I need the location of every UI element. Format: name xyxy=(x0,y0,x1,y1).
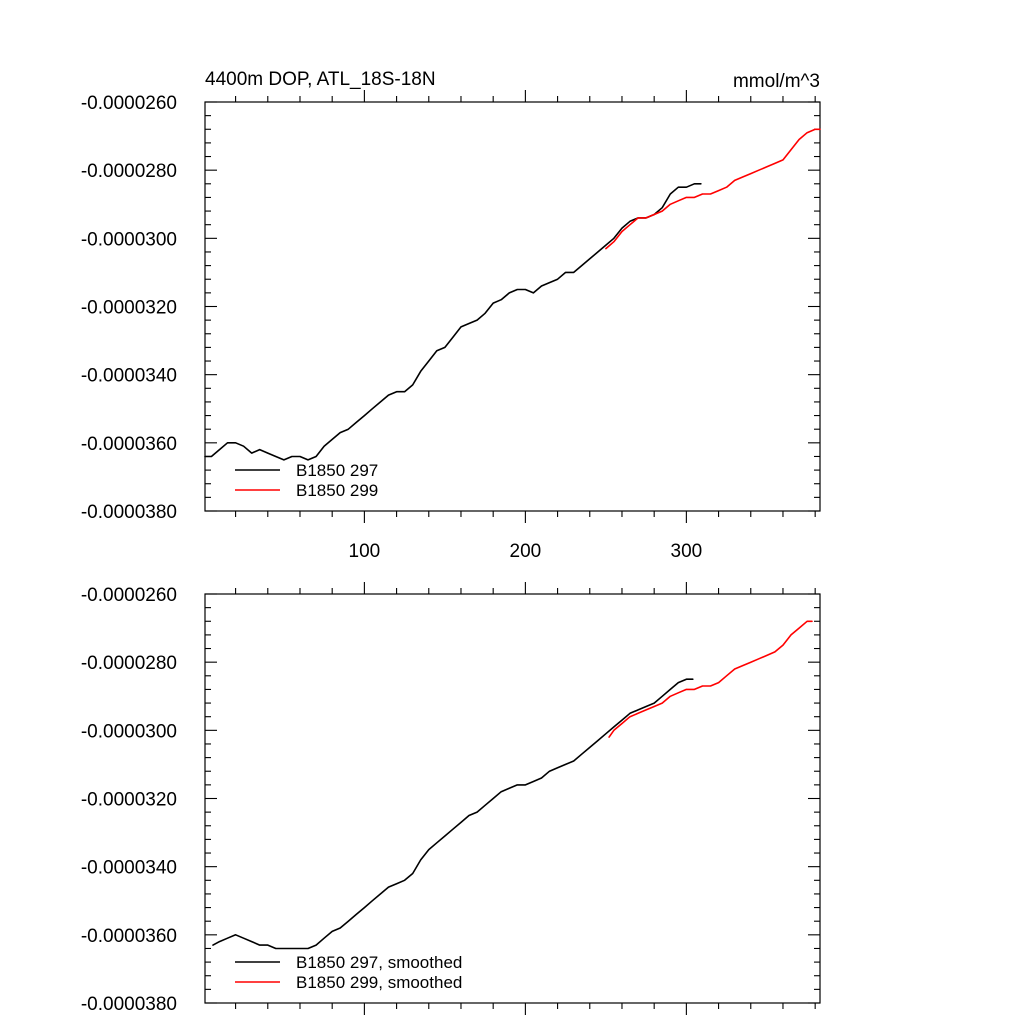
y-tick-label: -0.0000320 xyxy=(81,298,177,319)
y-tick-label: -0.0000280 xyxy=(81,161,177,182)
top-panel: -0.0000260 -0.0000280 -0.0000300 -0.0000320… xyxy=(81,69,821,562)
legend-label-2: B1850 299, smoothed xyxy=(296,973,462,992)
bottom-panel: -0.0000260 -0.0000280 -0.0000300 -0.0000320… xyxy=(81,582,821,1015)
plot-frame xyxy=(204,101,821,512)
y-tick-label: -0.0000360 xyxy=(81,926,177,947)
legend-label-1: B1850 297 xyxy=(296,461,378,480)
y-tick-label: -0.0000320 xyxy=(81,790,177,811)
series-line-1 xyxy=(204,183,702,461)
x-tick-label: 300 xyxy=(671,541,703,562)
legend-label-2: B1850 299 xyxy=(296,481,378,500)
y-tick-label: -0.0000340 xyxy=(81,858,177,879)
x-tick-label: 100 xyxy=(349,541,381,562)
units-label: mmol/m^3 xyxy=(733,71,820,92)
y-tick-label: -0.0000360 xyxy=(81,434,177,455)
legend-label-1: B1850 297, smoothed xyxy=(296,953,462,972)
x-tick-label: 200 xyxy=(510,541,542,562)
plot-frame xyxy=(204,593,821,1004)
y-tick-label: -0.0000260 xyxy=(81,93,177,114)
y-tick-label: -0.0000340 xyxy=(81,366,177,387)
series-line-2 xyxy=(605,128,821,250)
y-tick-label: -0.0000300 xyxy=(81,229,177,250)
chart-title: 4400m DOP, ATL_18S-18N xyxy=(205,69,436,90)
y-tick-label: -0.0000380 xyxy=(81,994,177,1015)
y-tick-label: -0.0000260 xyxy=(81,585,177,606)
series-line-2 xyxy=(608,620,813,738)
y-tick-label: -0.0000300 xyxy=(81,721,177,742)
y-tick-label: -0.0000380 xyxy=(81,502,177,523)
series-line-1 xyxy=(212,678,694,950)
y-tick-label: -0.0000280 xyxy=(81,653,177,674)
